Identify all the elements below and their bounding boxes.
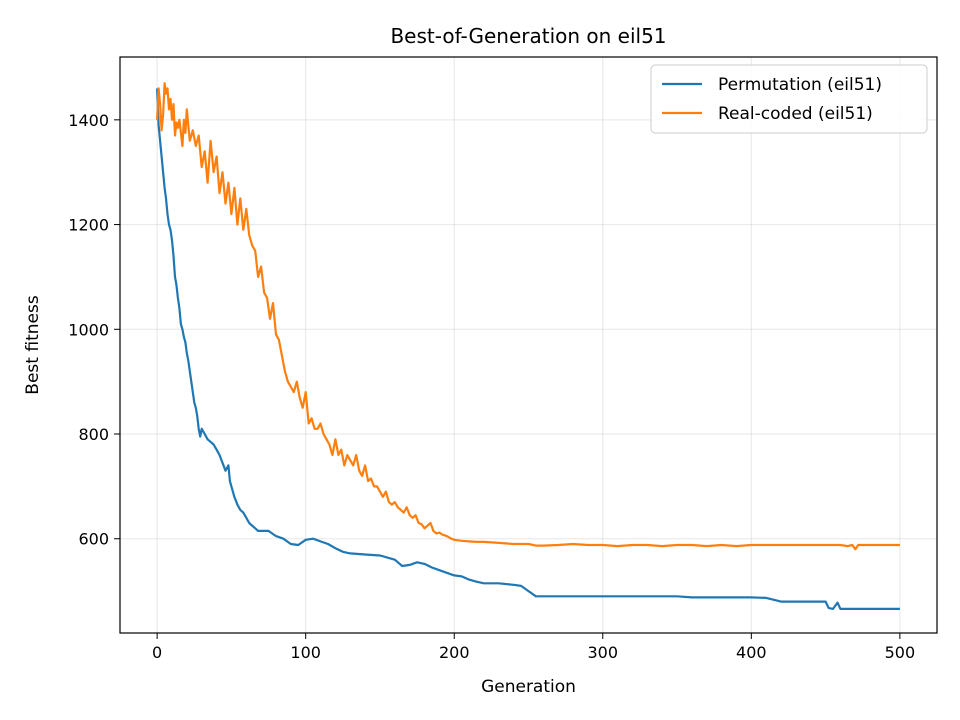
series-line-permutation xyxy=(156,88,900,610)
y-tick-label: 800 xyxy=(78,425,109,444)
x-tick-label: 200 xyxy=(439,643,470,662)
y-tick-label: 600 xyxy=(78,530,109,549)
series-line-real-coded xyxy=(156,82,900,551)
chart-title: Best-of-Generation on eil51 xyxy=(390,24,666,48)
x-tick-label: 400 xyxy=(736,643,767,662)
x-axis-title: Generation xyxy=(481,677,576,697)
x-tick-label: 0 xyxy=(152,643,162,662)
legend-label-real-coded: Real-coded (eil51) xyxy=(718,104,873,124)
x-tick-label: 300 xyxy=(587,643,618,662)
y-tick-label: 1000 xyxy=(68,320,109,339)
y-tick-label: 1400 xyxy=(68,111,109,130)
legend: Permutation (eil51) Real-coded (eil51) xyxy=(650,64,928,134)
series-layer xyxy=(156,82,900,610)
plot-frame xyxy=(119,56,938,634)
x-tick-label: 100 xyxy=(290,643,321,662)
y-tick-label: 1200 xyxy=(68,216,109,235)
y-axis-title: Best fitness xyxy=(23,295,43,395)
legend-box xyxy=(650,64,928,134)
x-tick-label: 500 xyxy=(885,643,916,662)
legend-label-permutation: Permutation (eil51) xyxy=(718,75,882,95)
ticks: 0 100 200 300 400 500 600 800 1000 1200 1400 xyxy=(68,111,915,662)
